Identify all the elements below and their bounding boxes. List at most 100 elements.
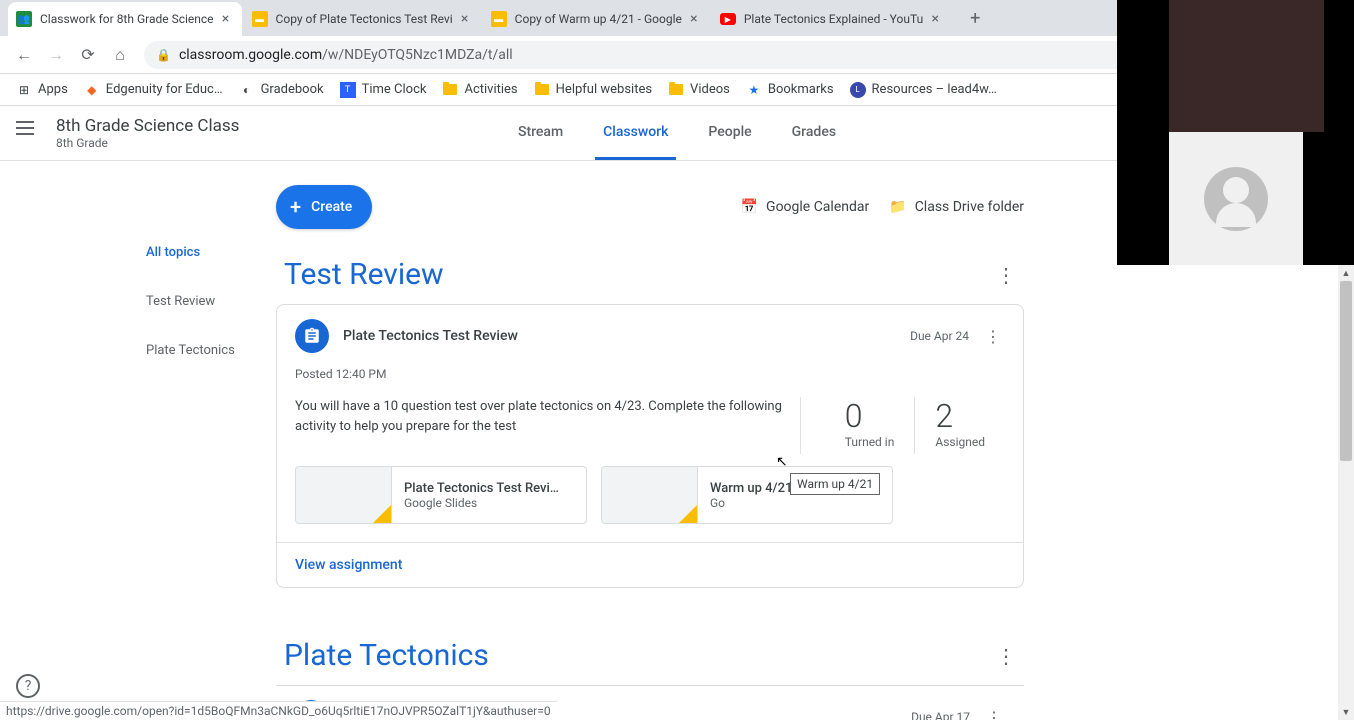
topic-all[interactable]: All topics xyxy=(130,237,260,268)
folder-icon: 📁 xyxy=(889,199,906,215)
menu-button[interactable] xyxy=(16,121,40,145)
stat-assigned[interactable]: 2 Assigned xyxy=(914,397,1005,454)
star-icon: ★ xyxy=(746,82,762,98)
participant-thumbnail xyxy=(1169,132,1303,265)
stat-label: Assigned xyxy=(935,435,985,449)
assignment-icon xyxy=(295,319,329,353)
assignment-stats: 0 Turned in 2 Assigned xyxy=(800,397,1005,454)
bookmark-gradebook[interactable]: ◐Gradebook xyxy=(231,78,332,102)
scrollbar[interactable]: ▲ ▼ xyxy=(1338,265,1354,720)
drive-link[interactable]: 📁 Class Drive folder xyxy=(889,199,1024,215)
browser-tab-active[interactable]: 👥 Classwork for 8th Grade Science × xyxy=(8,2,242,36)
stat-number: 0 xyxy=(845,397,895,435)
section-title-text[interactable]: Test Review xyxy=(284,257,444,292)
url-bar[interactable]: 🔒 classroom.google.com/w/NDEyOTQ5Nzc1MDZ… xyxy=(144,41,1274,69)
header-links: 📅 Google Calendar 📁 Class Drive folder xyxy=(741,199,1024,215)
bookmark-videos[interactable]: Videos xyxy=(660,78,738,102)
status-bar: https://drive.google.com/open?id=1d5BoQF… xyxy=(0,701,557,720)
tab-title: Plate Tectonics Explained - YouTu xyxy=(744,12,923,26)
bookmark-bookmarks[interactable]: ★Bookmarks xyxy=(738,78,842,102)
topics-sidebar: All topics Test Review Plate Tectonics xyxy=(0,185,260,720)
apps-icon: ⊞ xyxy=(16,82,32,98)
create-button[interactable]: + Create xyxy=(276,185,372,229)
assignment-more-icon[interactable]: ⋮ xyxy=(981,327,1005,346)
view-assignment-link[interactable]: View assignment xyxy=(277,542,1023,587)
tab-stream[interactable]: Stream xyxy=(510,106,571,160)
attachment-type: Google Slides xyxy=(404,496,574,510)
assignment-header[interactable]: Plate Tectonics Test Review Due Apr 24 ⋮ xyxy=(277,305,1023,367)
assignment-more-icon[interactable]: ⋮ xyxy=(982,708,1006,720)
bookmark-resources[interactable]: LResources – lead4w… xyxy=(842,78,1005,102)
assignment-title: Plate Tectonics Test Review xyxy=(343,328,910,344)
home-button[interactable]: ⌂ xyxy=(106,41,134,69)
tab-close-icon[interactable]: × xyxy=(457,11,473,27)
gradebook-icon: ◐ xyxy=(239,82,255,98)
hamburger-icon xyxy=(16,121,40,135)
webcam-video xyxy=(1169,0,1324,132)
class-title: 8th Grade Science Class xyxy=(56,116,239,136)
cursor-icon: ↖ xyxy=(776,454,788,470)
calendar-icon: 📅 xyxy=(741,199,758,215)
back-button[interactable]: ← xyxy=(10,41,38,69)
topic-item[interactable]: Test Review xyxy=(130,286,260,317)
bookmark-timeclock[interactable]: TTime Clock xyxy=(332,78,435,102)
stat-turned-in[interactable]: 0 Turned in xyxy=(825,397,915,454)
scrollbar-thumb[interactable] xyxy=(1340,281,1352,461)
posted-time: Posted 12:40 PM xyxy=(295,367,1005,381)
tab-close-icon[interactable]: × xyxy=(927,11,943,27)
scroll-down-icon[interactable]: ▼ xyxy=(1338,704,1354,720)
tab-close-icon[interactable]: × xyxy=(686,11,702,27)
tab-title: Copy of Plate Tectonics Test Revi xyxy=(276,12,453,26)
section-title: Plate Tectonics ⋮ xyxy=(276,638,1024,673)
tab-close-icon[interactable]: × xyxy=(218,11,234,27)
classroom-icon: 👥 xyxy=(16,11,32,27)
bookmark-apps[interactable]: ⊞Apps xyxy=(8,78,76,102)
bookmark-activities[interactable]: Activities xyxy=(434,78,525,102)
create-label: Create xyxy=(311,199,352,215)
bookmark-helpful[interactable]: Helpful websites xyxy=(526,78,660,102)
plus-icon: + xyxy=(290,195,301,219)
assignment-card: Plate Tectonics Test Review Due Apr 24 ⋮… xyxy=(276,304,1024,588)
timeclock-icon: T xyxy=(340,82,356,98)
calendar-link[interactable]: 📅 Google Calendar xyxy=(741,199,870,215)
scroll-up-icon[interactable]: ▲ xyxy=(1338,265,1354,281)
section-title: Test Review ⋮ xyxy=(276,257,1024,292)
browser-tab[interactable]: ▶ Plate Tectonics Explained - YouTu × xyxy=(712,2,951,36)
youtube-icon: ▶ xyxy=(720,11,736,27)
webcam-overlay xyxy=(1117,0,1354,265)
avatar-placeholder xyxy=(1204,167,1268,231)
folder-icon xyxy=(534,82,550,98)
browser-tab[interactable]: ▬ Copy of Warm up 4/21 - Google × xyxy=(483,2,710,36)
reload-button[interactable]: ⟳ xyxy=(74,41,102,69)
browser-tab[interactable]: ▬ Copy of Plate Tectonics Test Revi × xyxy=(244,2,481,36)
action-row: + Create 📅 Google Calendar 📁 Class Drive… xyxy=(276,185,1024,229)
topic-item[interactable]: Plate Tectonics xyxy=(130,335,260,366)
tab-grades[interactable]: Grades xyxy=(784,106,844,160)
help-button[interactable]: ? xyxy=(16,674,40,698)
assignment-due: Due Apr 17 xyxy=(911,710,970,720)
new-tab-button[interactable]: + xyxy=(961,4,989,32)
section-title-text[interactable]: Plate Tectonics xyxy=(284,638,489,673)
attachment-title: Plate Tectonics Test Revi… xyxy=(404,481,574,496)
class-info[interactable]: 8th Grade Science Class 8th Grade xyxy=(56,116,239,150)
attachment-type: Go xyxy=(710,496,880,510)
assignment-body: Posted 12:40 PM You will have a 10 quest… xyxy=(277,367,1023,542)
slides-icon: ▬ xyxy=(491,11,507,27)
classroom-tabs: Stream Classwork People Grades xyxy=(510,106,844,160)
edgenuity-icon: ◆ xyxy=(84,82,100,98)
section-more-icon[interactable]: ⋮ xyxy=(996,263,1016,287)
attachment-slides[interactable]: Plate Tectonics Test Revi… Google Slides xyxy=(295,466,587,524)
class-subtitle: 8th Grade xyxy=(56,136,239,150)
bookmark-edgenuity[interactable]: ◆Edgenuity for Educ… xyxy=(76,78,231,102)
tab-title: Classwork for 8th Grade Science xyxy=(40,12,214,26)
tab-people[interactable]: People xyxy=(700,106,759,160)
url-domain: classroom.google.com xyxy=(179,47,322,63)
tooltip: Warm up 4/21 xyxy=(790,473,880,495)
tab-classwork[interactable]: Classwork xyxy=(595,106,676,160)
tab-title: Copy of Warm up 4/21 - Google xyxy=(515,12,682,26)
forward-button[interactable]: → xyxy=(42,41,70,69)
url-path: /w/NDEyOTQ5Nzc1MDZa/t/all xyxy=(322,47,513,63)
section-more-icon[interactable]: ⋮ xyxy=(996,644,1016,668)
attachments: Plate Tectonics Test Revi… Google Slides… xyxy=(295,466,1005,524)
lock-icon: 🔒 xyxy=(156,48,171,62)
